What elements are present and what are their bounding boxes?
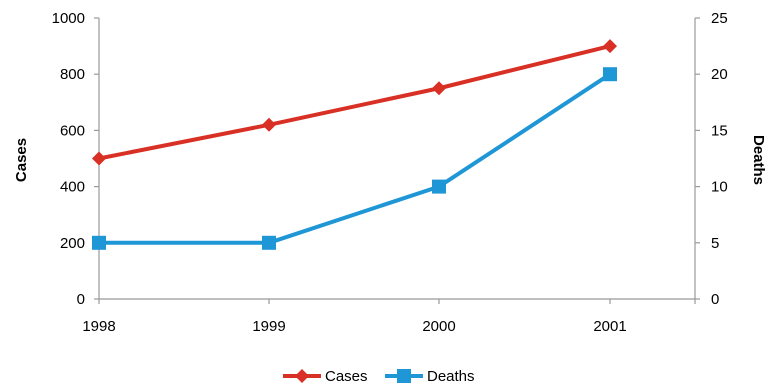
left-tick-label: 600: [60, 122, 85, 139]
left-tick-label: 400: [60, 179, 85, 196]
left-tick-label: 1000: [52, 10, 85, 27]
cases-point: [432, 81, 446, 96]
x-axis-ticks: 1998 1999 2000 2001: [82, 299, 696, 335]
right-tick-label: 0: [711, 291, 719, 308]
deaths-line: [99, 72, 612, 245]
legend-deaths-marker: [397, 369, 411, 383]
legend: Cases Deaths: [283, 368, 475, 385]
right-axis-title: Deaths: [750, 135, 765, 185]
cases-point: [603, 39, 617, 54]
x-tick-label: 1998: [82, 318, 115, 335]
cases-line: [98, 44, 611, 161]
right-tick-label: 10: [711, 179, 728, 196]
left-axis-ticks: 0 200 400 600 800 1000: [52, 10, 99, 308]
left-tick-label: 0: [77, 291, 85, 308]
axes: [98, 18, 696, 300]
right-tick-label: 25: [711, 10, 728, 27]
x-tick-label: 2000: [422, 318, 455, 335]
deaths-point: [432, 179, 446, 194]
cases-point: [92, 151, 106, 166]
legend-deaths-label: Deaths: [427, 368, 475, 385]
x-tick-label: 2001: [593, 318, 626, 335]
deaths-point: [92, 235, 106, 250]
x-tick-label: 1999: [252, 318, 285, 335]
right-tick-label: 5: [711, 235, 719, 252]
right-tick-label: 20: [711, 66, 728, 83]
left-axis-title: Cases: [13, 138, 30, 182]
deaths-point: [603, 67, 617, 82]
plot-series: [92, 39, 617, 250]
right-axis-ticks: 0 5 10 15 20 25: [695, 10, 728, 308]
left-tick-label: 800: [60, 66, 85, 83]
left-tick-label: 200: [60, 235, 85, 252]
legend-cases-label: Cases: [325, 368, 368, 385]
right-tick-label: 15: [711, 122, 728, 139]
deaths-point: [262, 235, 276, 250]
legend-cases-marker: [295, 369, 309, 383]
cases-point: [262, 117, 276, 132]
